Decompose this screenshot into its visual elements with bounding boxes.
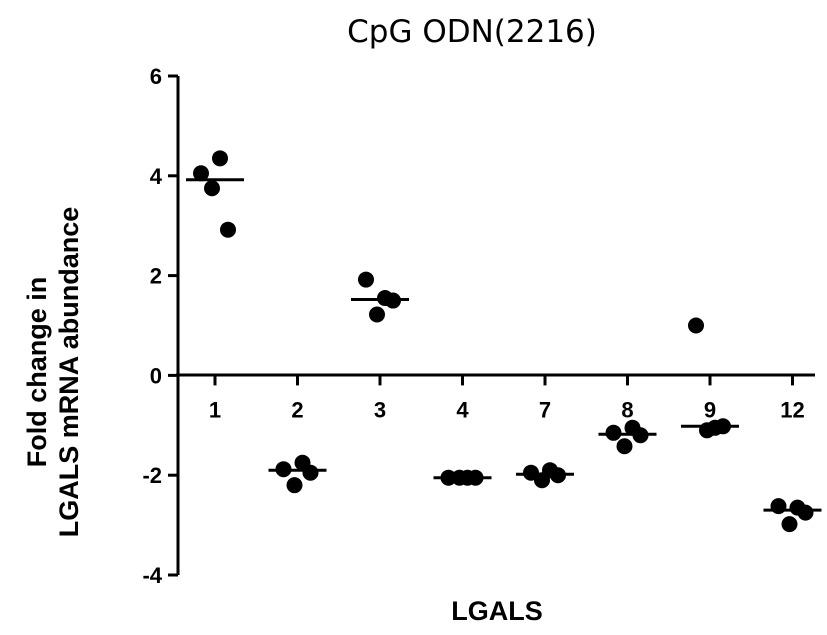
x-tick-label: 3 (374, 397, 386, 422)
group-8 (598, 419, 657, 455)
data-point (797, 504, 814, 521)
data-point (286, 477, 303, 494)
group-12 (763, 498, 822, 533)
y-tick-label: 4 (150, 164, 163, 189)
data-point (616, 438, 633, 455)
data-groups (186, 150, 822, 533)
data-point (688, 317, 704, 334)
x-tick-label: 7 (539, 397, 551, 422)
y-tick-label: -4 (142, 563, 162, 588)
y-tick-label: 0 (150, 363, 162, 388)
data-point (369, 306, 385, 323)
x-tick-label: 9 (704, 397, 716, 422)
x-ticks: 1 2 3 4 7 8 9 12 (209, 375, 805, 422)
data-point (193, 165, 209, 182)
data-point (781, 516, 798, 533)
chart-title: CpG ODN(2216) (347, 14, 597, 50)
group-9 (681, 317, 739, 439)
y-tick-label: 2 (150, 264, 162, 289)
y-axis-label: Fold change in LGALS mRNA abundance (22, 207, 84, 538)
x-tick-label: 2 (291, 397, 303, 422)
group-1 (186, 150, 244, 238)
x-tick-label: 12 (780, 397, 804, 422)
y-tick-label: -2 (142, 463, 162, 488)
data-point (534, 472, 550, 489)
group-3 (351, 271, 409, 323)
data-point (302, 464, 319, 481)
data-point (699, 422, 715, 439)
group-2 (268, 454, 327, 494)
group-7 (516, 462, 574, 489)
data-point (220, 221, 236, 238)
x-tick-label: 1 (209, 397, 221, 422)
data-point (358, 271, 374, 288)
y-axis-label-line-1: Fold change in (22, 277, 52, 468)
data-point (770, 498, 787, 515)
group-4 (433, 469, 492, 486)
y-tick-label: 6 (150, 64, 162, 89)
x-axis-label: LGALS (451, 596, 543, 626)
y-axis-label-line-2: LGALS mRNA abundance (54, 207, 84, 538)
x-tick-label: 4 (456, 397, 469, 422)
x-tick-label: 8 (621, 397, 633, 422)
data-point (212, 150, 228, 167)
y-ticks: -4 -2 0 2 4 6 (142, 64, 178, 588)
data-point (204, 180, 220, 197)
